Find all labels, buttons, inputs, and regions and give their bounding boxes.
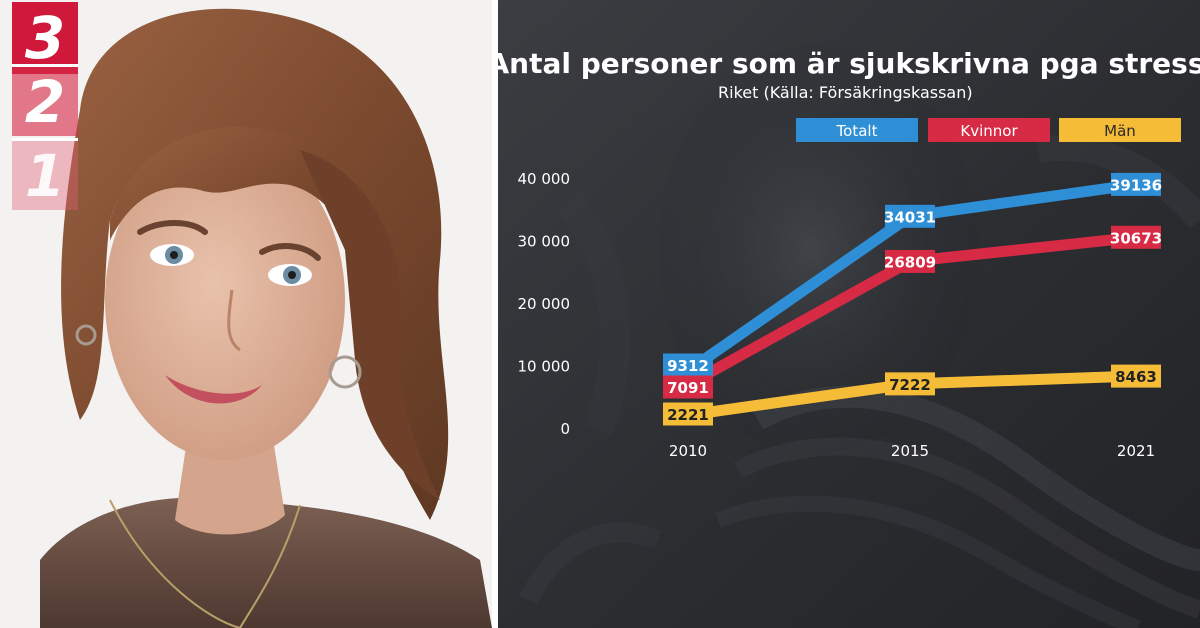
data-label-box [885,249,935,273]
x-axis-ticks: 2010 2015 2021 [669,442,1155,460]
portrait-illustration [0,0,492,628]
rank-badge-top: 3 [12,2,78,74]
data-label-text: 39136 [1110,176,1162,194]
panel-divider [492,0,498,628]
data-label-text: 8463 [1115,368,1157,386]
y-tick-label: 20 000 [518,295,571,313]
data-labels: 9312 34031 39136 7091 26809 30673 2221 7222 8463 [663,172,1162,426]
chart-legend: Totalt Kvinnor Män [796,118,1181,142]
y-axis-ticks: 0 10 000 20 000 30 000 40 000 [518,170,571,438]
data-label-kvinnor: 30673 [1110,225,1162,249]
data-label-kvinnor: 7091 [663,375,713,399]
data-label-man: 2221 [663,402,713,426]
x-tick-label: 2010 [669,442,707,460]
data-label-text: 7091 [667,379,709,397]
y-tick-label: 0 [560,420,570,438]
legend-label: Kvinnor [960,122,1018,140]
legend-swatch [928,118,1050,142]
data-label-text: 30673 [1110,229,1162,247]
data-label-box [1111,172,1161,196]
chart-title: Antal personer som är sjukskrivna pga st… [498,47,1200,80]
legend-label: Män [1104,122,1136,140]
data-label-text: 9312 [667,357,709,375]
data-label-box [1111,364,1161,388]
x-tick-label: 2015 [891,442,929,460]
data-label-text: 2221 [667,406,709,424]
data-label-text: 7222 [889,376,931,394]
data-label-man: 8463 [1111,364,1161,388]
legend-item-man: Män [1059,118,1181,142]
data-label-totalt: 39136 [1110,172,1162,196]
y-tick-label: 10 000 [518,358,571,376]
legend-swatch [796,118,918,142]
data-label-box [663,375,713,399]
legend-label: Totalt [836,122,878,140]
data-label-box [1111,225,1161,249]
chart-panel: Antal personer som är sjukskrivna pga st… [498,0,1200,628]
portrait-photo: 3 2 1 [0,0,492,628]
legend-item-kvinnor: Kvinnor [928,118,1050,142]
legend-swatch [1059,118,1181,142]
data-label-text: 34031 [884,208,936,226]
data-label-box [885,204,935,228]
legend-item-totalt: Totalt [796,118,918,142]
y-tick-label: 30 000 [518,233,571,251]
y-tick-label: 40 000 [518,170,571,188]
data-label-box [663,402,713,426]
data-label-box [885,372,935,396]
x-tick-label: 2021 [1117,442,1155,460]
data-label-text: 26809 [884,253,936,271]
data-label-kvinnor: 26809 [884,249,936,273]
data-label-man: 7222 [885,372,935,396]
line-chart: Antal personer som är sjukskrivna pga st… [498,0,1200,628]
rank-badge-bottom: 1 [12,138,78,210]
rank-badge-middle: 2 [12,64,78,136]
data-label-box [663,353,713,377]
data-label-totalt: 34031 [884,204,936,228]
chart-subtitle: Riket (Källa: Försäkringskassan) [718,83,973,102]
data-label-totalt: 9312 [663,353,713,377]
